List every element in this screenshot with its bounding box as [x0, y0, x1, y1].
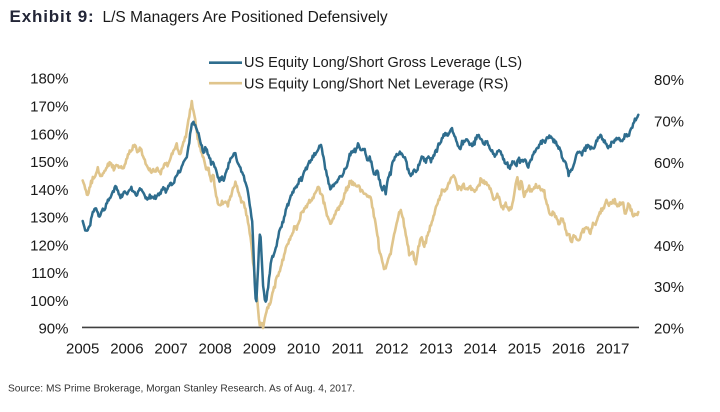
svg-text:30%: 30%	[654, 279, 684, 296]
svg-text:140%: 140%	[30, 182, 68, 199]
svg-text:US Equity Long/Short Net Lever: US Equity Long/Short Net Leverage (RS)	[244, 77, 508, 93]
svg-text:2013: 2013	[419, 341, 452, 358]
svg-text:150%: 150%	[30, 154, 68, 171]
svg-text:2010: 2010	[287, 341, 320, 358]
svg-text:Exhibit 9:: Exhibit 9:	[10, 7, 95, 26]
svg-text:130%: 130%	[30, 210, 68, 227]
svg-text:110%: 110%	[31, 265, 68, 282]
svg-text:120%: 120%	[30, 237, 68, 254]
svg-text:160%: 160%	[30, 126, 68, 143]
svg-text:60%: 60%	[654, 155, 684, 172]
svg-text:US Equity Long/Short Gross Lev: US Equity Long/Short Gross Leverage (LS)	[244, 55, 522, 71]
svg-text:L/S Managers Are Positioned De: L/S Managers Are Positioned Defensively	[103, 9, 388, 26]
svg-text:170%: 170%	[30, 99, 68, 116]
svg-text:90%: 90%	[38, 321, 68, 338]
svg-text:2008: 2008	[199, 341, 232, 358]
svg-text:2014: 2014	[464, 341, 497, 358]
svg-text:180%: 180%	[30, 71, 68, 88]
svg-text:70%: 70%	[654, 114, 684, 131]
svg-text:2012: 2012	[375, 341, 408, 358]
svg-text:50%: 50%	[654, 196, 684, 213]
svg-text:100%: 100%	[30, 293, 68, 310]
svg-text:80%: 80%	[654, 72, 684, 89]
svg-text:2005: 2005	[66, 341, 99, 358]
svg-text:20%: 20%	[654, 321, 684, 338]
svg-text:2011: 2011	[332, 341, 364, 358]
svg-text:2009: 2009	[243, 341, 276, 358]
svg-text:Source: MS Prime Brokerage, Mo: Source: MS Prime Brokerage, Morgan Stanl…	[8, 384, 355, 395]
svg-text:2016: 2016	[552, 341, 585, 358]
svg-text:40%: 40%	[654, 238, 684, 255]
svg-text:2017: 2017	[596, 341, 629, 358]
svg-text:2007: 2007	[154, 341, 187, 358]
svg-text:2006: 2006	[110, 341, 143, 358]
svg-text:2015: 2015	[508, 341, 541, 358]
